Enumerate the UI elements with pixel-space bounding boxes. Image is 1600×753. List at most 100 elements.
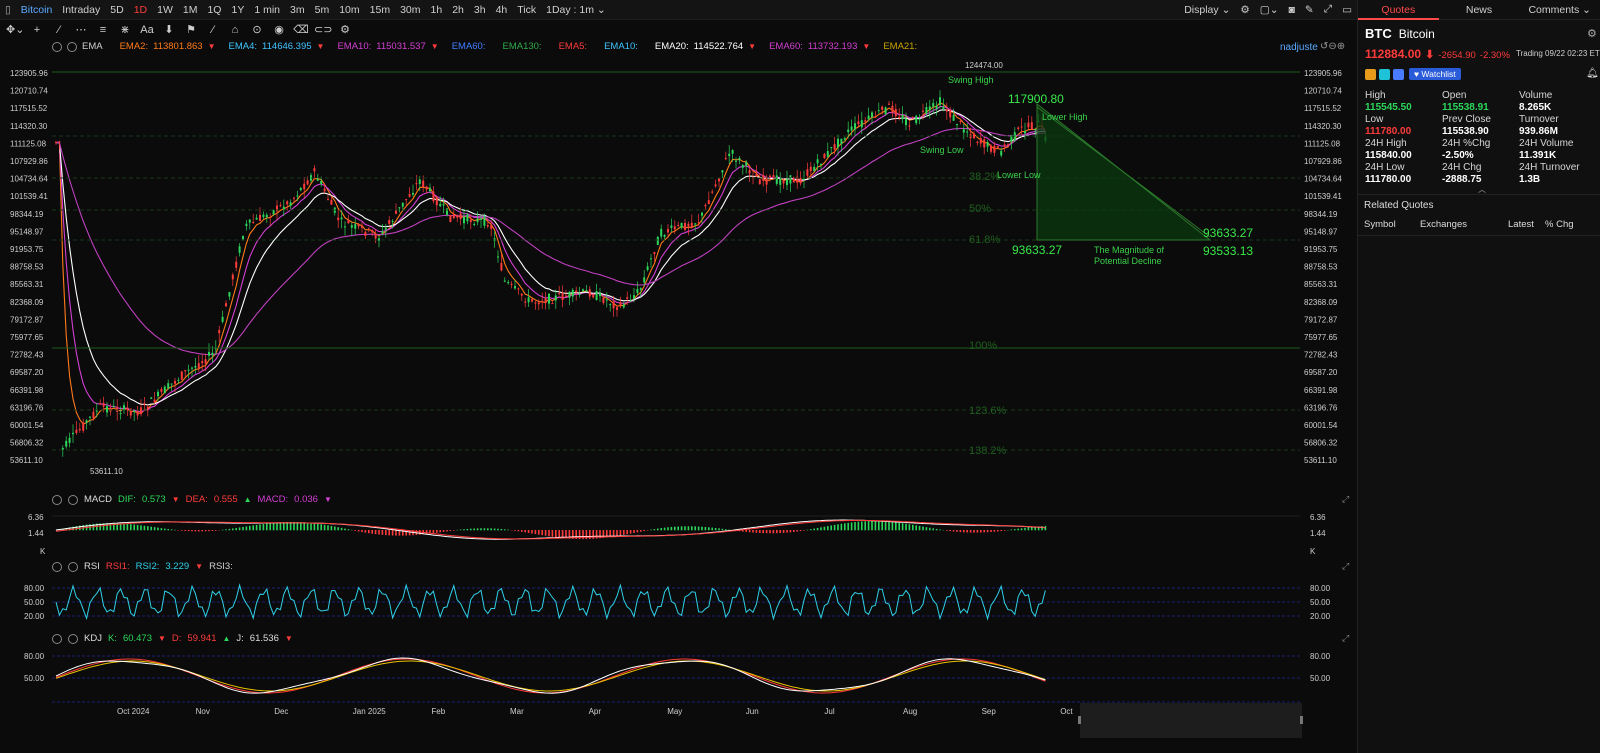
text-tool-icon[interactable]: Aa [140, 23, 154, 36]
collapse-icon[interactable]: ︿ [1478, 185, 1486, 194]
timeframe-1h[interactable]: 1h [430, 3, 443, 16]
kdj-expand-icon[interactable]: ⤢ [1342, 633, 1350, 643]
navigator-handle-left[interactable] [1078, 716, 1081, 724]
macd-histogram-bar [745, 530, 747, 532]
macd-histogram-bar [337, 527, 339, 531]
price-tick-left: 72782.43 [10, 351, 44, 360]
macd-histogram-bar [915, 525, 917, 531]
settings-icon[interactable]: ⚙ [1240, 3, 1250, 16]
rsi-visibility-icon[interactable] [68, 561, 78, 572]
timeframe-1-min[interactable]: 1 min [254, 3, 281, 16]
crosshair-icon[interactable]: + [33, 23, 41, 36]
toggle-icon[interactable]: ⊂⊃ [314, 24, 333, 36]
gear-icon[interactable]: ⚙ [340, 24, 350, 36]
lock-icon[interactable]: ⊙ [252, 24, 262, 36]
related-col-2[interactable]: Latest [1508, 219, 1534, 230]
timeframe-1d[interactable]: 1D [133, 3, 148, 16]
edit-icon[interactable]: ✎ [1304, 3, 1314, 16]
candle-body [748, 170, 751, 174]
timeframe-3h[interactable]: 3h [473, 3, 486, 16]
chart-controls-icon[interactable]: ↺⊖⊕ [1320, 41, 1346, 52]
timeframe-1m[interactable]: 1M [182, 3, 198, 16]
indicator-visibility-icon[interactable] [67, 41, 77, 52]
macd-histogram-bar [187, 530, 190, 532]
timeframe-5m[interactable]: 5m [314, 3, 330, 16]
timeframe-3m[interactable]: 3m [290, 3, 305, 16]
alert-icon[interactable]: 🔔︎ [1586, 68, 1599, 79]
watchlist-label: Watchlist [1421, 69, 1456, 79]
macd-histogram-bar [320, 524, 322, 531]
macd-histogram-bar [198, 530, 200, 532]
timeframe-15m[interactable]: 15m [369, 3, 391, 16]
candle-body [667, 229, 669, 233]
price-tick-right: 85563.31 [1304, 280, 1338, 289]
candle-body [381, 231, 384, 234]
price-chart[interactable]: 38.2% 50% 61.8% 100% 123.6% 138.2% 12447… [0, 52, 1357, 742]
timeframe-tick[interactable]: Tick [517, 3, 537, 16]
panel-settings-icon[interactable]: ⚙ [1587, 28, 1597, 40]
flag-icon[interactable]: ⚑ [186, 24, 196, 36]
sidebar-toggle-icon[interactable]: ▯ [5, 3, 11, 16]
timeframe-4h[interactable]: 4h [495, 3, 508, 16]
rsi-expand-icon[interactable]: ⤢ [1342, 561, 1350, 571]
candle-body [534, 302, 537, 304]
range-navigator[interactable] [1080, 703, 1302, 738]
macd-histogram-bar [986, 530, 989, 533]
related-col-3[interactable]: % Chg [1545, 219, 1574, 230]
channel-icon[interactable]: ⋯ [75, 24, 87, 36]
magnet-icon[interactable]: ⌂ [231, 23, 239, 36]
move-icon[interactable]: ✥⌄ [6, 24, 25, 36]
macd-expand-icon[interactable]: ⤢ [1342, 494, 1350, 504]
macd-histogram-bar [918, 525, 921, 531]
layout-icon[interactable]: ▢⌄ [1259, 3, 1279, 16]
tab-comments[interactable]: Comments ⌄ [1528, 3, 1591, 16]
candle-body [741, 165, 744, 168]
measure-icon[interactable]: ⋇ [120, 24, 130, 36]
indicator-settings-icon[interactable] [52, 41, 62, 52]
watchlist-button[interactable]: ♥ Watchlist [1409, 68, 1461, 80]
fullscreen-icon[interactable]: ⤢ [1323, 3, 1333, 15]
related-col-1[interactable]: Exchanges [1420, 219, 1468, 230]
candle-body [901, 114, 904, 120]
macd-histogram-bar [1027, 527, 1030, 531]
kdj-visibility-icon[interactable] [68, 633, 78, 644]
candle-body [102, 402, 105, 407]
timeframe-2h[interactable]: 2h [452, 3, 464, 16]
kdj-settings-icon[interactable] [52, 633, 62, 644]
macd-histogram-bar [215, 530, 217, 531]
arrow-tool-icon[interactable]: ⬇ [164, 24, 174, 36]
navigator-handle-right[interactable] [1300, 716, 1303, 724]
fib-icon[interactable]: ≡ [99, 23, 107, 36]
trend-line-icon[interactable]: ⁄ [58, 23, 60, 36]
brush-icon[interactable]: ∕ [212, 23, 214, 36]
candle-body [483, 216, 486, 226]
symbol-tab[interactable]: Bitcoin [20, 3, 53, 16]
macd-settings-icon[interactable] [52, 494, 62, 505]
trash-icon[interactable]: ⌫ [293, 24, 309, 36]
timeframe-1q[interactable]: 1Q [207, 3, 222, 16]
macd-histogram-bar [130, 524, 132, 531]
rsi-name: RSI [84, 561, 100, 572]
rsi-level-label: 20.00 [1310, 612, 1331, 621]
tab-news[interactable]: News [1439, 0, 1520, 20]
timeframe-intraday[interactable]: Intraday [62, 3, 101, 16]
macd-visibility-icon[interactable] [68, 494, 78, 505]
macd-histogram-bar [823, 526, 826, 531]
macd-histogram-bar [497, 528, 499, 531]
candle-body [432, 191, 435, 202]
display-menu[interactable]: Display ⌄ [1184, 3, 1231, 16]
restore-icon[interactable]: ▭ [1342, 3, 1352, 16]
macd-histogram-bar [619, 530, 622, 536]
eye-icon[interactable]: ◉ [274, 24, 284, 36]
related-col-0[interactable]: Symbol [1364, 219, 1396, 230]
candle-body [721, 170, 724, 173]
timeframe-1w[interactable]: 1W [157, 3, 173, 16]
rsi-settings-icon[interactable] [52, 561, 62, 572]
tab-quotes[interactable]: Quotes [1358, 0, 1439, 20]
timeframe-5d[interactable]: 5D [110, 3, 124, 16]
camera-icon[interactable]: ◙ [1288, 3, 1295, 16]
interval-select[interactable]: 1Day : 1m ⌄ [546, 3, 606, 16]
timeframe-10m[interactable]: 10m [339, 3, 360, 16]
timeframe-1y[interactable]: 1Y [231, 3, 245, 16]
timeframe-30m[interactable]: 30m [400, 3, 421, 16]
